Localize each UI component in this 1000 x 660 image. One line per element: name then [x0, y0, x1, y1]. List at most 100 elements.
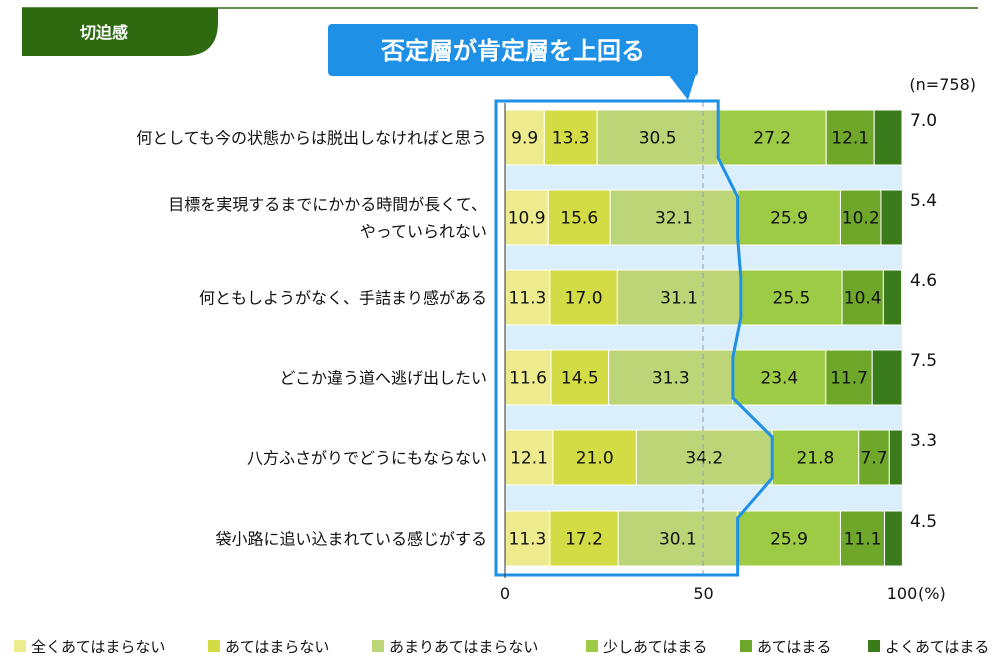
bar-segment	[839, 189, 882, 246]
segment-value-label: 30.5	[639, 129, 677, 149]
bar-segment	[504, 109, 545, 166]
bar-segment	[549, 510, 619, 567]
segment-value-label: 25.9	[770, 209, 808, 229]
bar-segments	[504, 109, 903, 567]
segment-value-label: 4.6	[910, 271, 937, 291]
row-labels: 何としても今の状態からは脱出しなければと思う目標を実現するまでにかかる時間が長く…	[136, 129, 487, 549]
bar-segment	[596, 109, 719, 166]
bar-segment	[616, 269, 742, 326]
segment-value-label: 4.5	[910, 512, 937, 532]
segment-value-label: 23.4	[760, 369, 798, 389]
bar-segment	[737, 510, 841, 567]
bar-segment	[825, 349, 873, 406]
segment-value-label: 11.3	[509, 530, 547, 550]
segment-value-label: 13.3	[552, 129, 590, 149]
bar-segment	[547, 189, 611, 246]
segment-value-label: 11.7	[830, 369, 868, 389]
bar-segment	[871, 349, 903, 406]
legend-swatch	[14, 640, 26, 652]
x-tick-label: 100	[887, 584, 918, 603]
bar-segment	[504, 269, 551, 326]
segment-value-label: 27.2	[753, 129, 791, 149]
segment-value-label: 32.1	[655, 209, 693, 229]
legend-swatch	[740, 640, 752, 652]
category-label: 何としても今の状態からは脱出しなければと思う	[136, 129, 487, 148]
bar-segment	[841, 269, 884, 326]
bar-segment	[717, 109, 827, 166]
category-label: 目標を実現するまでにかかる時間が長くて、	[168, 195, 487, 214]
header-tab-label: 切迫感	[80, 23, 128, 42]
category-label: 袋小路に追い込まれている感じがする	[215, 530, 487, 549]
segment-value-label: 11.3	[509, 289, 547, 309]
segment-value-label: 21.0	[576, 449, 614, 469]
negative-share-outline	[494, 99, 774, 577]
segment-value-label: 31.3	[652, 369, 690, 389]
legend-label: あてはまらない	[225, 638, 329, 656]
segment-value-label: 7.5	[910, 351, 937, 371]
segment-value-label: 17.0	[565, 289, 603, 309]
bar-segment	[635, 429, 773, 486]
segment-value-label: 30.1	[659, 530, 697, 550]
segment-value-label: 34.2	[685, 449, 723, 469]
segment-value-label: 31.1	[660, 289, 698, 309]
bar-segment	[858, 429, 890, 486]
segment-value-label: 12.1	[510, 449, 548, 469]
legend-swatch	[372, 640, 384, 652]
segment-value-label: 14.5	[561, 369, 599, 389]
segment-value-label: 11.1	[844, 530, 882, 550]
legend-swatch	[586, 640, 598, 652]
legend-label: あてはまる	[757, 638, 831, 656]
bar-segment	[888, 429, 903, 486]
segment-value-label: 10.4	[844, 289, 882, 309]
legend-label: 少しあてはまる	[603, 638, 707, 656]
segment-value-label: 15.6	[560, 209, 598, 229]
bar-segment	[884, 510, 903, 567]
category-label: 八方ふさがりでどうにもならない	[247, 449, 487, 468]
axis-unit: (%)	[918, 584, 946, 603]
callout-box: 否定層が肯定層を上回る	[328, 24, 698, 100]
segment-value-label: 10.2	[842, 209, 880, 229]
segment-value-label: 5.4	[910, 191, 937, 211]
segment-value-label: 3.3	[910, 431, 937, 451]
segment-value-label: 9.9	[511, 129, 538, 149]
category-label: やっていられない	[360, 222, 487, 241]
segment-value-label: 21.8	[797, 449, 835, 469]
legend-label: 全くあてはまらない	[31, 638, 165, 656]
bar-segment	[882, 269, 903, 326]
bar-segment	[504, 349, 552, 406]
legend-swatch	[208, 640, 220, 652]
header-tab	[22, 8, 218, 56]
category-label: どこか違う道へ逃げ出したい	[279, 369, 487, 388]
segment-value-label: 11.6	[509, 369, 547, 389]
bar-segment	[617, 510, 739, 567]
callout-text: 否定層が肯定層を上回る	[380, 37, 645, 65]
bar-segment	[609, 189, 739, 246]
bar-segment	[608, 349, 734, 406]
bar-segment	[740, 269, 843, 326]
bar-segment	[543, 109, 598, 166]
x-tick-label: 0	[500, 584, 510, 603]
legend-swatch	[868, 640, 880, 652]
bar-segment	[825, 109, 875, 166]
x-tick-label: 50	[693, 584, 713, 603]
legend-label: よくあてはまる	[885, 638, 989, 656]
segment-value-label: 7.7	[860, 449, 887, 469]
sample-size: (n=758)	[909, 75, 976, 94]
legend-label: あまりあてはまらない	[389, 638, 538, 656]
bar-segment	[771, 429, 860, 486]
bar-segment	[880, 189, 903, 246]
bar-segment	[873, 109, 903, 166]
segment-value-label: 10.9	[508, 209, 546, 229]
bar-segment	[550, 349, 610, 406]
segment-value-label: 7.0	[910, 111, 937, 131]
segment-value-label: 25.9	[770, 530, 808, 550]
segment-value-label: 12.1	[831, 129, 869, 149]
segment-value-label: 25.5	[773, 289, 811, 309]
bar-segment	[549, 269, 618, 326]
category-label: 何ともしようがなく、手詰まり感がある	[199, 289, 487, 308]
legend: 全くあてはまらない あてはまらない あまりあてはまらない 少しあてはまる あてはまる よく…	[14, 638, 989, 656]
x-axis: 0 50 100	[500, 103, 917, 603]
bar-segment-labels: 9.9 13.3 30.5 27.2 12.1 10.9 15.6 32.1 25.9 10.2 1…	[508, 129, 888, 550]
outside-value-labels: 7.0 5.4 4.6 7.5 3.3 4.5	[910, 111, 937, 532]
